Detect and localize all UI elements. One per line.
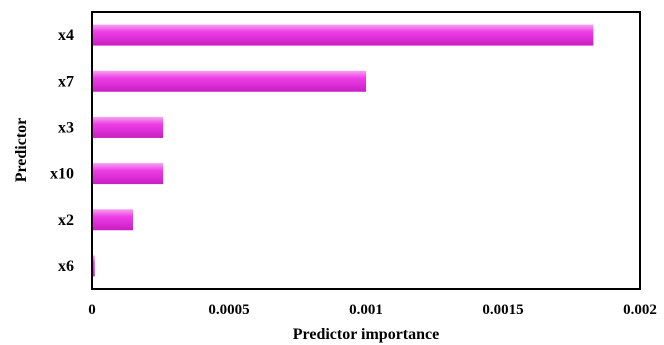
y-tick-label-x2: x2 [58,212,74,229]
bar-x6 [92,255,95,277]
x-tick-label: 0.002 [623,302,657,318]
y-tick-label-x7: x7 [58,73,74,90]
y-tick-label-x4: x4 [58,27,74,44]
bar-x2 [92,209,134,231]
bars-group [92,24,594,277]
x-tick-labels: 0 0.0005 0.001 0.0015 0.002 [88,302,657,318]
x-tick-label: 0.0015 [482,302,523,318]
y-tick-label-x6: x6 [58,258,74,275]
x-tick-label: 0 [88,302,96,318]
y-axis-title: Predictor [13,118,30,183]
y-category-labels: x4 x7 x3 x10 x2 x6 [50,27,74,275]
y-tick-label-x3: x3 [58,119,74,136]
bar-x7 [92,70,366,92]
x-axis-title: Predictor importance [293,326,439,343]
bar-x10 [92,163,164,185]
plot-frame [91,11,641,290]
bar-x3 [92,116,164,138]
bar-x4 [92,24,594,46]
x-tick-label: 0.0005 [208,302,249,318]
y-tick-label-x10: x10 [50,166,74,183]
x-tick-label: 0.001 [349,302,383,318]
